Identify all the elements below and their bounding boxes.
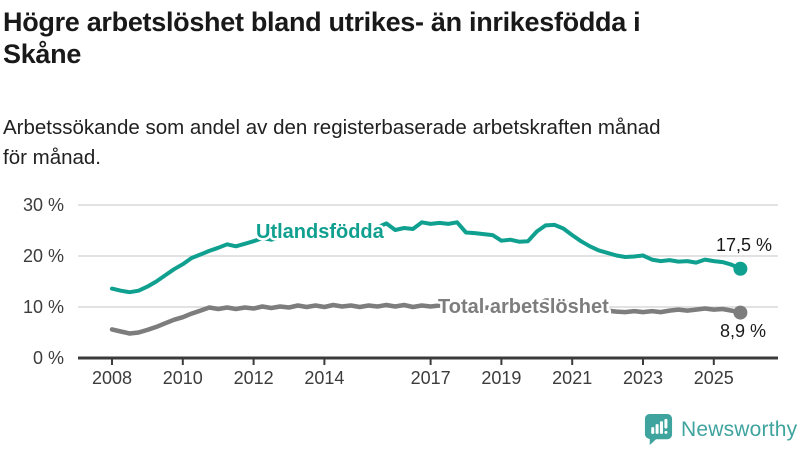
series-end-dot-utlandsfodda — [733, 261, 748, 276]
y-axis-tick-label: 10 % — [23, 297, 64, 317]
series-end-value-total: 8,9 % — [720, 321, 766, 341]
series-line-utlandsfodda — [110, 220, 743, 295]
x-axis-tick-label: 2023 — [623, 368, 663, 388]
x-axis-tick-label: 2010 — [163, 368, 203, 388]
x-axis-tick-label: 2012 — [234, 368, 274, 388]
series-line-total — [109, 298, 743, 336]
x-axis-tick-label: 2014 — [304, 368, 344, 388]
chart-subtitle-line1: Arbetssökande som andel av den registerb… — [3, 116, 661, 139]
bar-chart-speech-bubble-icon — [644, 414, 673, 445]
chart-subtitle: Arbetssökande som andel av den registerb… — [3, 113, 793, 173]
y-axis-tick-label: 30 % — [23, 195, 64, 215]
chart-subtitle-line2: för månad. — [3, 146, 101, 169]
series-label-utlandsfodda: Utlandsfödda — [256, 221, 385, 243]
x-axis-tick-label: 2017 — [411, 368, 451, 388]
y-axis-tick-label: 20 % — [23, 246, 64, 266]
series-end-value-utlandsfodda: 17,5 % — [716, 235, 772, 255]
x-axis-tick-label: 2008 — [92, 368, 132, 388]
series-label-total: Total arbetslöshet — [438, 296, 609, 318]
newsworthy-logo-text: Newsworthy — [681, 417, 798, 441]
x-axis-tick-label: 2025 — [694, 368, 734, 388]
newsworthy-logo: Newsworthy — [643, 412, 797, 447]
chart-title-line2: Skåne — [3, 39, 82, 69]
chart-title-line1: Högre arbetslöshet bland utrikes- än inr… — [3, 7, 641, 37]
x-axis-tick-label: 2021 — [552, 368, 592, 388]
y-axis-tick-label: 0 % — [33, 348, 64, 368]
series-end-dot-total — [733, 305, 748, 320]
chart-title: Högre arbetslöshet bland utrikes- än inr… — [3, 6, 783, 70]
x-axis-tick-label: 2019 — [481, 368, 521, 388]
